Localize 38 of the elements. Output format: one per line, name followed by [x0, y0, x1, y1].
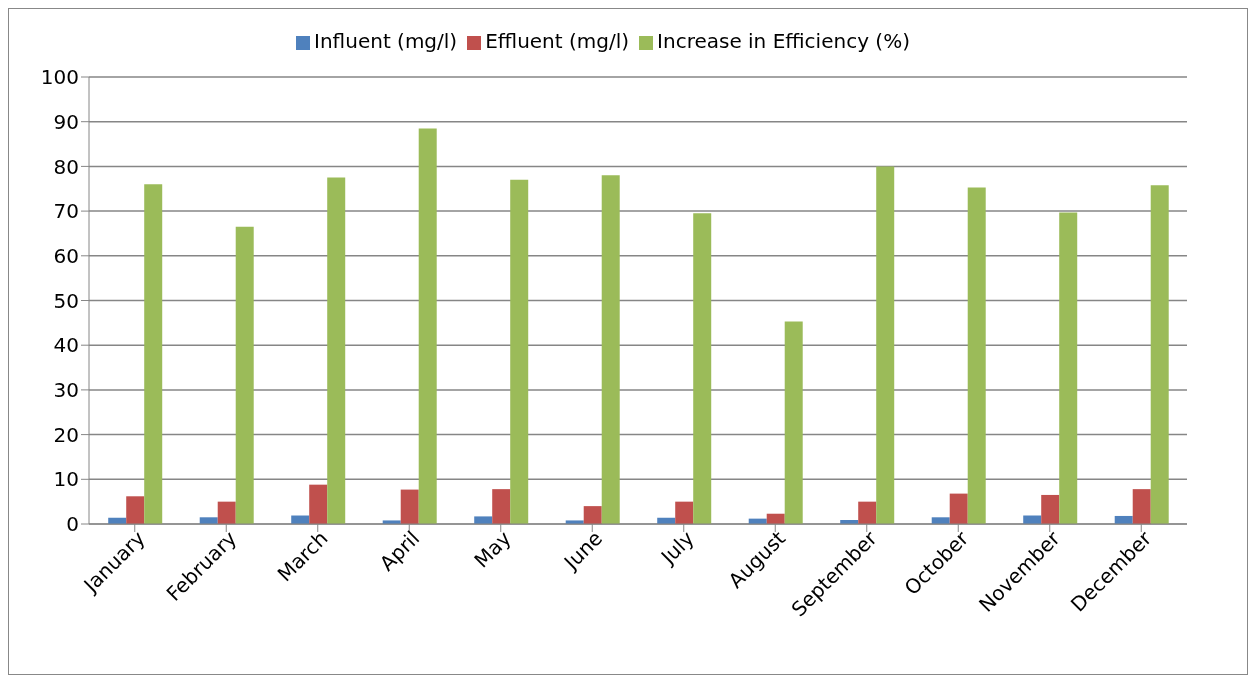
- bar: [144, 184, 163, 524]
- bar: [583, 506, 602, 524]
- bar: [601, 175, 620, 524]
- legend-label: Effluent (mg/l): [485, 29, 630, 53]
- bar: [492, 489, 511, 524]
- bar: [1150, 185, 1169, 524]
- y-tick-label: 70: [53, 199, 79, 224]
- bar: [235, 226, 254, 524]
- legend-label: Influent (mg/l): [314, 29, 458, 53]
- y-tick-label: 100: [40, 65, 79, 90]
- bar: [858, 501, 877, 524]
- bar: [1059, 212, 1078, 524]
- bar: [1132, 489, 1151, 524]
- bar: [967, 187, 986, 524]
- y-tick-label: 80: [53, 154, 79, 179]
- y-tick-label: 90: [53, 109, 79, 134]
- bar: [784, 321, 803, 524]
- bar: [309, 484, 328, 524]
- bar: [675, 501, 694, 524]
- bar: [418, 128, 437, 524]
- y-tick-label: 60: [53, 243, 79, 268]
- y-tick-label: 0: [66, 512, 79, 537]
- bar: [474, 516, 493, 524]
- y-tick-label: 40: [53, 333, 79, 358]
- legend-label: Increase in Efficiency (%): [657, 29, 910, 53]
- bar: [693, 213, 712, 524]
- bar: [949, 493, 968, 524]
- y-tick-label: 30: [53, 378, 79, 402]
- bar: [126, 496, 145, 524]
- bar: [217, 501, 236, 524]
- bar: [400, 489, 419, 524]
- y-tick-label: 50: [53, 288, 79, 313]
- bar: [327, 177, 346, 524]
- bar: [876, 166, 895, 524]
- bar: [510, 179, 529, 524]
- y-tick-label: 20: [53, 422, 79, 447]
- bar: [1041, 494, 1060, 524]
- y-tick-label: 10: [53, 467, 79, 492]
